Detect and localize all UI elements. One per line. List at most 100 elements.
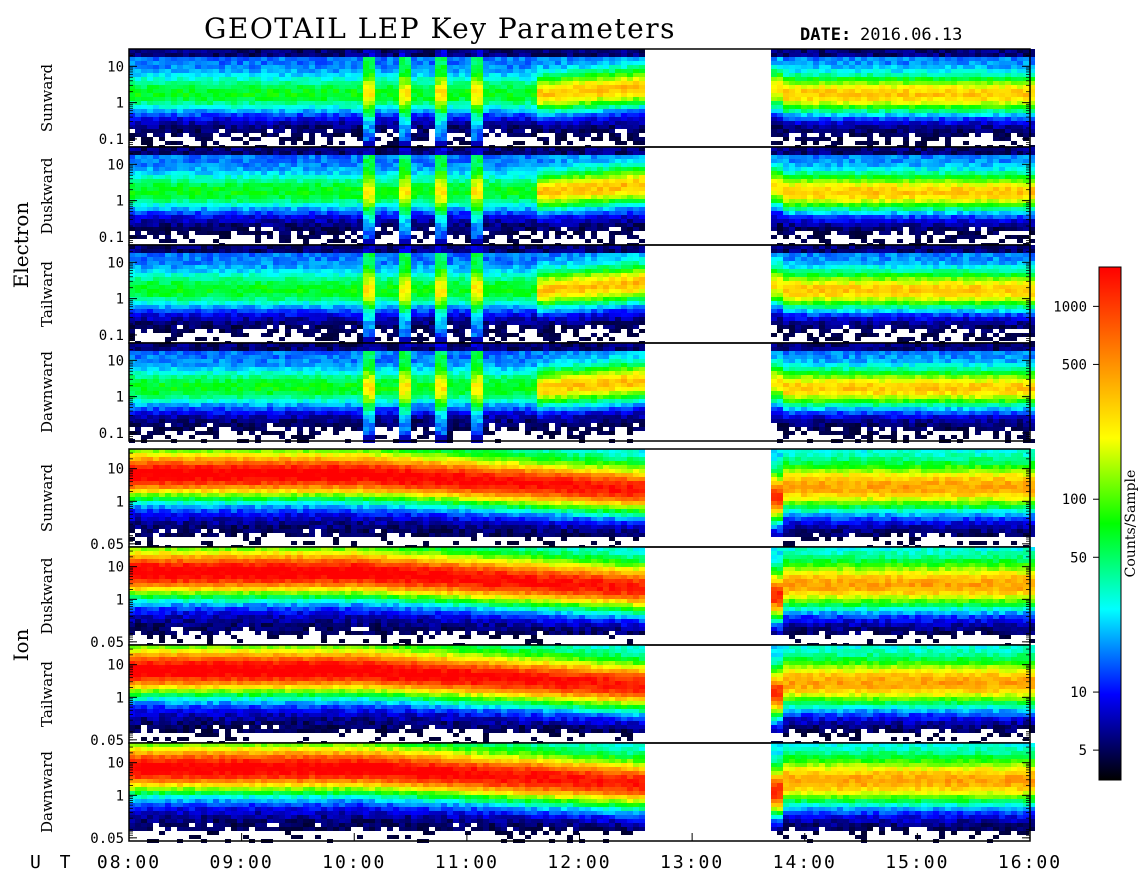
heatmap-cell	[957, 73, 963, 77]
heatmap-cell	[633, 69, 639, 73]
heatmap-cell	[399, 151, 405, 155]
heatmap-cell	[771, 57, 777, 61]
heatmap-cell	[873, 129, 879, 133]
heatmap-cell	[219, 97, 225, 101]
date-value: 2016.06.13	[860, 25, 962, 45]
heatmap-cell	[921, 101, 927, 105]
heatmap-cell	[555, 129, 561, 133]
heatmap-cell	[789, 129, 795, 133]
heatmap-cell	[327, 215, 333, 219]
heatmap-cell	[261, 125, 267, 129]
heatmap-cell	[531, 125, 537, 129]
heatmap-cell	[165, 171, 171, 175]
heatmap-cell	[261, 97, 267, 101]
heatmap-cell	[135, 97, 141, 101]
heatmap-cell	[183, 89, 189, 93]
heatmap-cell	[519, 93, 525, 97]
heatmap-cell	[243, 167, 249, 171]
heatmap-cell	[273, 97, 279, 101]
heatmap-cell	[513, 227, 519, 231]
heatmap-cell	[801, 73, 807, 77]
heatmap-cell	[519, 203, 525, 207]
heatmap-cell	[837, 109, 843, 113]
heatmap-cell	[561, 163, 567, 167]
heatmap-cell	[963, 65, 969, 69]
heatmap-cell	[459, 171, 465, 175]
heatmap-cell	[633, 155, 639, 159]
heatmap-cell	[855, 49, 861, 53]
heatmap-cell	[165, 203, 171, 207]
heatmap-cell	[771, 141, 777, 145]
heatmap-cell	[621, 105, 627, 109]
heatmap-cell	[987, 49, 993, 53]
heatmap-cell	[639, 53, 645, 57]
heatmap-cell	[459, 219, 465, 223]
heatmap-cell	[189, 199, 195, 203]
heatmap-cell	[459, 141, 465, 145]
heatmap-cell	[201, 117, 207, 121]
heatmap-cell	[483, 57, 489, 61]
heatmap-cell	[813, 61, 819, 65]
heatmap-cell	[897, 101, 903, 105]
heatmap-cell	[951, 53, 957, 57]
heatmap-cell	[249, 191, 255, 195]
heatmap-cell	[585, 203, 591, 207]
heatmap-cell	[825, 57, 831, 61]
heatmap-cell	[933, 113, 939, 117]
heatmap-cell	[387, 77, 393, 81]
heatmap-cell	[339, 129, 345, 133]
heatmap-cell	[333, 89, 339, 93]
heatmap-cell	[549, 151, 555, 155]
heatmap-cell	[969, 117, 975, 121]
heatmap-cell	[135, 65, 141, 69]
heatmap-cell	[267, 155, 273, 159]
heatmap-cell	[849, 57, 855, 61]
heatmap-cell	[237, 191, 243, 195]
heatmap-cell	[477, 211, 483, 215]
heatmap-cell	[471, 207, 477, 211]
heatmap-cell	[267, 73, 273, 77]
heatmap-cell	[555, 199, 561, 203]
heatmap-cell	[579, 101, 585, 105]
heatmap-cell	[777, 129, 783, 133]
heatmap-cell	[597, 207, 603, 211]
heatmap-cell	[213, 199, 219, 203]
heatmap-cell	[471, 73, 477, 77]
heatmap-cell	[495, 231, 501, 235]
heatmap-cell	[165, 195, 171, 199]
heatmap-cell	[135, 223, 141, 227]
heatmap-cell	[351, 101, 357, 105]
heatmap-cell	[285, 195, 291, 199]
heatmap-cell	[399, 121, 405, 125]
heatmap-cell	[903, 141, 909, 145]
heatmap-cell	[555, 133, 561, 137]
heatmap-cell	[1005, 81, 1011, 85]
heatmap-cell	[561, 129, 567, 133]
heatmap-cell	[915, 105, 921, 109]
heatmap-cell	[477, 179, 483, 183]
heatmap-cell	[525, 61, 531, 65]
heatmap-cell	[537, 211, 543, 215]
heatmap-cell	[249, 89, 255, 93]
heatmap-cell	[369, 105, 375, 109]
heatmap-cell	[513, 175, 519, 179]
heatmap-cell	[279, 183, 285, 187]
heatmap-cell	[189, 191, 195, 195]
heatmap-cell	[153, 81, 159, 85]
heatmap-cell	[375, 179, 381, 183]
heatmap-cell	[177, 121, 183, 125]
heatmap-cell	[381, 65, 387, 69]
heatmap-cell	[477, 73, 483, 77]
heatmap-cell	[1005, 53, 1011, 57]
heatmap-cell	[897, 113, 903, 117]
heatmap-cell	[465, 167, 471, 171]
heatmap-cell	[861, 65, 867, 69]
heatmap-cell	[261, 129, 267, 133]
heatmap-cell	[333, 199, 339, 203]
heatmap-cell	[219, 175, 225, 179]
heatmap-cell	[225, 81, 231, 85]
heatmap-cell	[609, 133, 615, 137]
heatmap-cell	[525, 183, 531, 187]
heatmap-cell	[273, 227, 279, 231]
heatmap-cell	[363, 93, 369, 97]
